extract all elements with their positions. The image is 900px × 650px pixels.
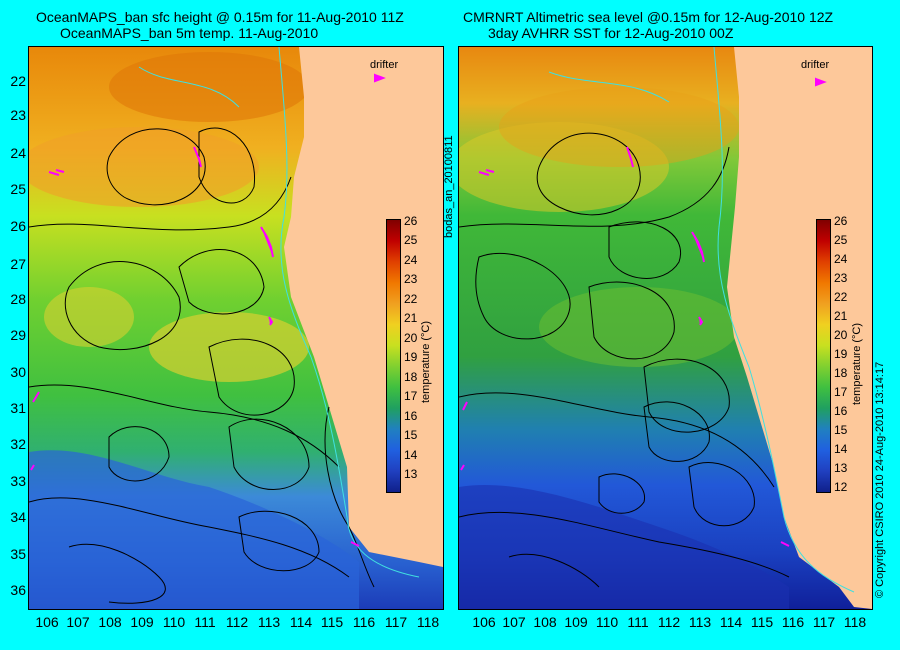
- right-drifter-label: drifter: [801, 59, 830, 71]
- drifter-markers: [460, 77, 827, 547]
- left-colorbar-title: temperature (°C): [420, 320, 432, 403]
- left-title-line1: OceanMAPS_ban sfc height @ 0.15m for 11-…: [36, 9, 404, 25]
- right-map[interactable]: [458, 46, 873, 610]
- left-map[interactable]: [28, 46, 444, 610]
- left-title-line2: OceanMAPS_ban 5m temp. 11-Aug-2010: [60, 25, 319, 41]
- left-longitude-axis: 106 107 108 109 110 111 112 113 114 115 …: [35, 614, 440, 630]
- land-mass: [284, 47, 443, 567]
- right-colorbar-title: temperature (°C): [851, 322, 863, 405]
- left-colorbar: [386, 219, 401, 493]
- drifter-markers: [30, 73, 386, 547]
- right-longitude-axis: 106 107 108 109 110 111 112 113 114 115 …: [472, 614, 867, 630]
- left-drifter-label: drifter: [370, 59, 399, 71]
- run-label: bodas_an_20100811: [443, 135, 455, 238]
- copyright-label: © Copyright CSIRO 2010 24-Aug-2010 13:14…: [874, 361, 886, 598]
- right-title-line1: CMRNRT Altimetric sea level @0.15m for 1…: [463, 9, 834, 25]
- right-colorbar: [816, 219, 831, 493]
- right-title-line2: 3day AVHRR SST for 12-Aug-2010 00Z: [488, 25, 734, 41]
- land-mass: [727, 47, 872, 609]
